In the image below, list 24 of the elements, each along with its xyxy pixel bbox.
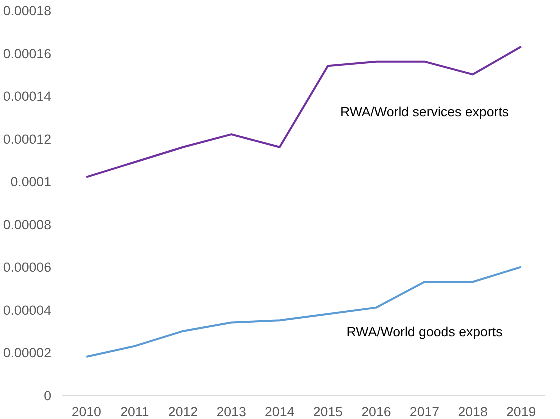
x-tick-label: 2013 [216,404,246,419]
y-tick-label: 0.00008 [3,217,52,232]
x-tick-label: 2018 [458,404,488,419]
y-tick-label: 0.00004 [3,302,52,318]
y-tick-label: 0.00002 [3,346,52,361]
line-series [86,46,522,178]
x-tick-label: 2010 [72,404,102,419]
x-tick-label: 2016 [362,404,392,419]
x-tick-label: 2012 [168,404,198,419]
x-tick-label: 2017 [410,404,440,419]
x-tick-label: 2015 [313,404,343,419]
y-tick-label: 0.00016 [3,46,52,62]
y-tick-label: 0.00012 [3,132,52,147]
text: RWA/World services exports [340,104,510,120]
y-tick-label: 0.00014 [3,89,52,104]
x-tick-label: 2019 [506,404,536,419]
x-tick-label: 2011 [120,404,150,419]
series-label: RWA/World goods exports [346,324,504,340]
y-tick-label: 0 [44,388,52,404]
x-tick-label: 2014 [265,404,296,419]
y-tick-label: 0.00018 [3,4,52,18]
y-tick-label: 0.0001 [10,174,52,190]
y-tick-label: 0.00006 [3,260,52,276]
line-series [86,266,522,358]
